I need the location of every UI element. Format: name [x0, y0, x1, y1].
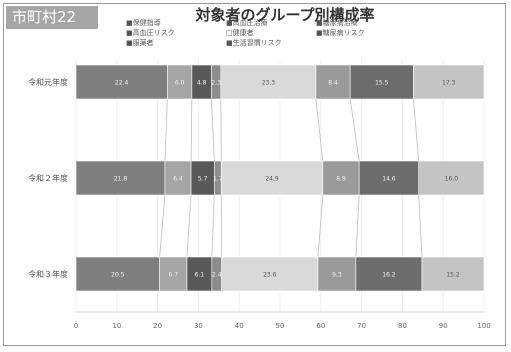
- x-tick-label: 0: [74, 322, 78, 330]
- bar-segment: [221, 256, 319, 292]
- bar-segment: [75, 256, 160, 292]
- data-label: 20.5: [111, 272, 125, 279]
- legend-item: ■糖尿病治療: [316, 18, 358, 27]
- data-label: 6.7: [169, 272, 179, 279]
- bar-segment: [418, 160, 485, 196]
- bar-segment: [159, 256, 188, 292]
- legend-item: ■糖尿病リスク: [316, 28, 365, 37]
- data-label: 1.7: [213, 176, 223, 183]
- data-label: 6.4: [173, 176, 183, 183]
- x-tick-label: 90: [439, 322, 448, 330]
- data-label: 15.2: [446, 272, 460, 279]
- x-tick-label: 80: [398, 322, 407, 330]
- legend-item: □健康者: [226, 28, 254, 37]
- x-tick-label: 70: [357, 322, 366, 330]
- data-label: 5.7: [198, 176, 208, 183]
- bar-segment: [413, 64, 485, 100]
- x-tick-label: 20: [153, 322, 162, 330]
- data-label: 22.4: [115, 80, 129, 87]
- series-connector-line: [418, 194, 423, 258]
- series-connector-line: [413, 98, 420, 162]
- bar-segment: [317, 256, 357, 292]
- data-label: 4.8: [197, 80, 207, 87]
- x-tick-label: 30: [194, 322, 203, 330]
- legend-item: ■高血圧リスク: [126, 28, 175, 37]
- data-label: 16.0: [445, 176, 459, 183]
- data-label: 8.9: [336, 176, 346, 183]
- legend-item: ■保健指導: [126, 18, 161, 27]
- x-tick-label: 10: [112, 322, 121, 330]
- x-tick-label: 40: [235, 322, 244, 330]
- series-connector-line: [186, 194, 192, 258]
- bar-segment: [164, 160, 192, 196]
- bar-segment: [315, 64, 351, 100]
- data-label: 2.3: [211, 80, 221, 87]
- legend-item: ■服薬者: [126, 38, 154, 47]
- series-connector-line: [317, 194, 324, 258]
- bar-segment: [167, 64, 193, 100]
- series-connector-line: [190, 98, 193, 162]
- data-label: 23.3: [262, 80, 276, 87]
- category-label: 令和３年度: [28, 269, 68, 279]
- bar-segment: [358, 160, 420, 196]
- data-label: 8.4: [328, 80, 338, 87]
- bar-segment: [421, 256, 485, 292]
- bar-segment: [220, 64, 317, 100]
- series-connector-line: [315, 98, 324, 162]
- category-label: 令和２年度: [28, 173, 68, 183]
- bar-segment: [75, 160, 166, 196]
- bar-segment: [186, 256, 213, 292]
- legend-item: ■高血圧治療: [226, 18, 268, 27]
- data-label: 15.5: [375, 80, 389, 87]
- data-label: 23.6: [263, 272, 277, 279]
- series-connector-line: [159, 194, 166, 258]
- data-label: 17.3: [442, 80, 456, 87]
- bar-segment: [75, 64, 168, 100]
- bar-segment: [322, 160, 360, 196]
- data-label: 6.1: [195, 272, 205, 279]
- x-tick-label: 50: [276, 322, 285, 330]
- bar-segment: [220, 160, 324, 196]
- legend-item: ■生活習慣リスク: [226, 38, 282, 47]
- series-connector-line: [349, 98, 360, 162]
- data-label: 2.4: [212, 272, 222, 279]
- data-label: 21.8: [114, 176, 128, 183]
- bar-segment: [355, 256, 423, 292]
- data-label: 9.3: [332, 272, 342, 279]
- data-label: 14.6: [382, 176, 396, 183]
- category-label: 令和元年度: [28, 77, 68, 87]
- data-label: 6.0: [175, 80, 185, 87]
- region-badge: 市町村22: [6, 6, 98, 29]
- series-connector-line: [355, 194, 360, 258]
- chart-title: 対象者のグループ別構成率: [195, 6, 375, 24]
- x-tick-label: 100: [477, 322, 490, 330]
- series-connector-line: [164, 98, 168, 162]
- x-tick-label: 60: [316, 322, 325, 330]
- data-label: 16.2: [382, 272, 396, 279]
- series-connector-line: [211, 98, 215, 162]
- series-connector-line: [211, 194, 215, 258]
- data-label: 24.9: [265, 176, 279, 183]
